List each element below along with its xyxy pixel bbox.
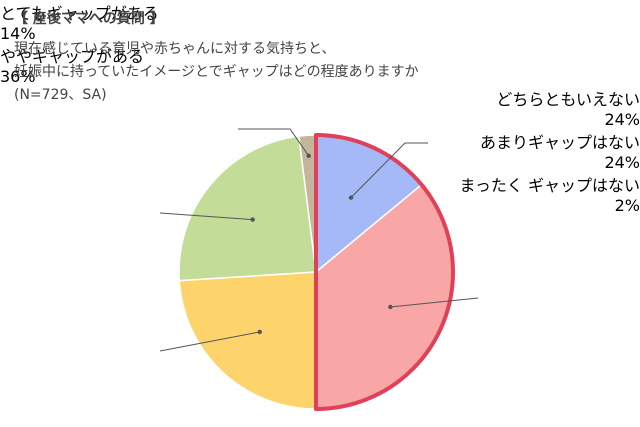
data-label: ややギャップがある 36% xyxy=(0,43,640,86)
subtitle: 現在感じている育児や赤ちゃんに対する気持ちと、 xyxy=(14,41,336,57)
value-label: 24% xyxy=(604,153,640,172)
leader-line xyxy=(390,297,479,308)
value-label: 36% xyxy=(0,67,36,86)
category-label: とてもギャップがある xyxy=(0,4,159,23)
category-label: あまりギャップはない xyxy=(479,133,640,152)
category-label: ややギャップがある xyxy=(0,47,145,66)
leader-dot xyxy=(306,153,311,158)
leader-line xyxy=(159,212,253,221)
value-label: 24% xyxy=(604,110,640,129)
subtitle: (N=729、SA) xyxy=(14,87,107,103)
leader-line xyxy=(159,331,260,352)
leader-dot xyxy=(257,329,262,335)
value-label: 2% xyxy=(614,196,640,215)
data-label: どちらともいえない 24% xyxy=(0,86,640,129)
pie-slice xyxy=(178,135,317,282)
highlight-outline xyxy=(314,133,455,411)
leader-dot xyxy=(250,217,255,222)
leader-line xyxy=(238,128,310,157)
value-label: 14% xyxy=(0,24,36,43)
data-label: とてもギャップがある 14% xyxy=(0,0,640,43)
category-label: どちらともいえない xyxy=(496,90,640,109)
data-label: まったく ギャップはない 2% xyxy=(0,172,640,215)
pie-slice xyxy=(178,271,317,410)
chart-title: 【 産後ママへの質問 】 xyxy=(14,11,164,27)
subtitle: 妊娠中に持っていたイメージとでギャップはどの程度ありますか xyxy=(14,64,419,80)
category-label: まったく ギャップはない xyxy=(459,176,640,195)
leader-line xyxy=(350,142,428,198)
leader-dot xyxy=(348,195,354,200)
data-label: あまりギャップはない 24% xyxy=(0,129,640,172)
leader-dot xyxy=(388,304,393,310)
